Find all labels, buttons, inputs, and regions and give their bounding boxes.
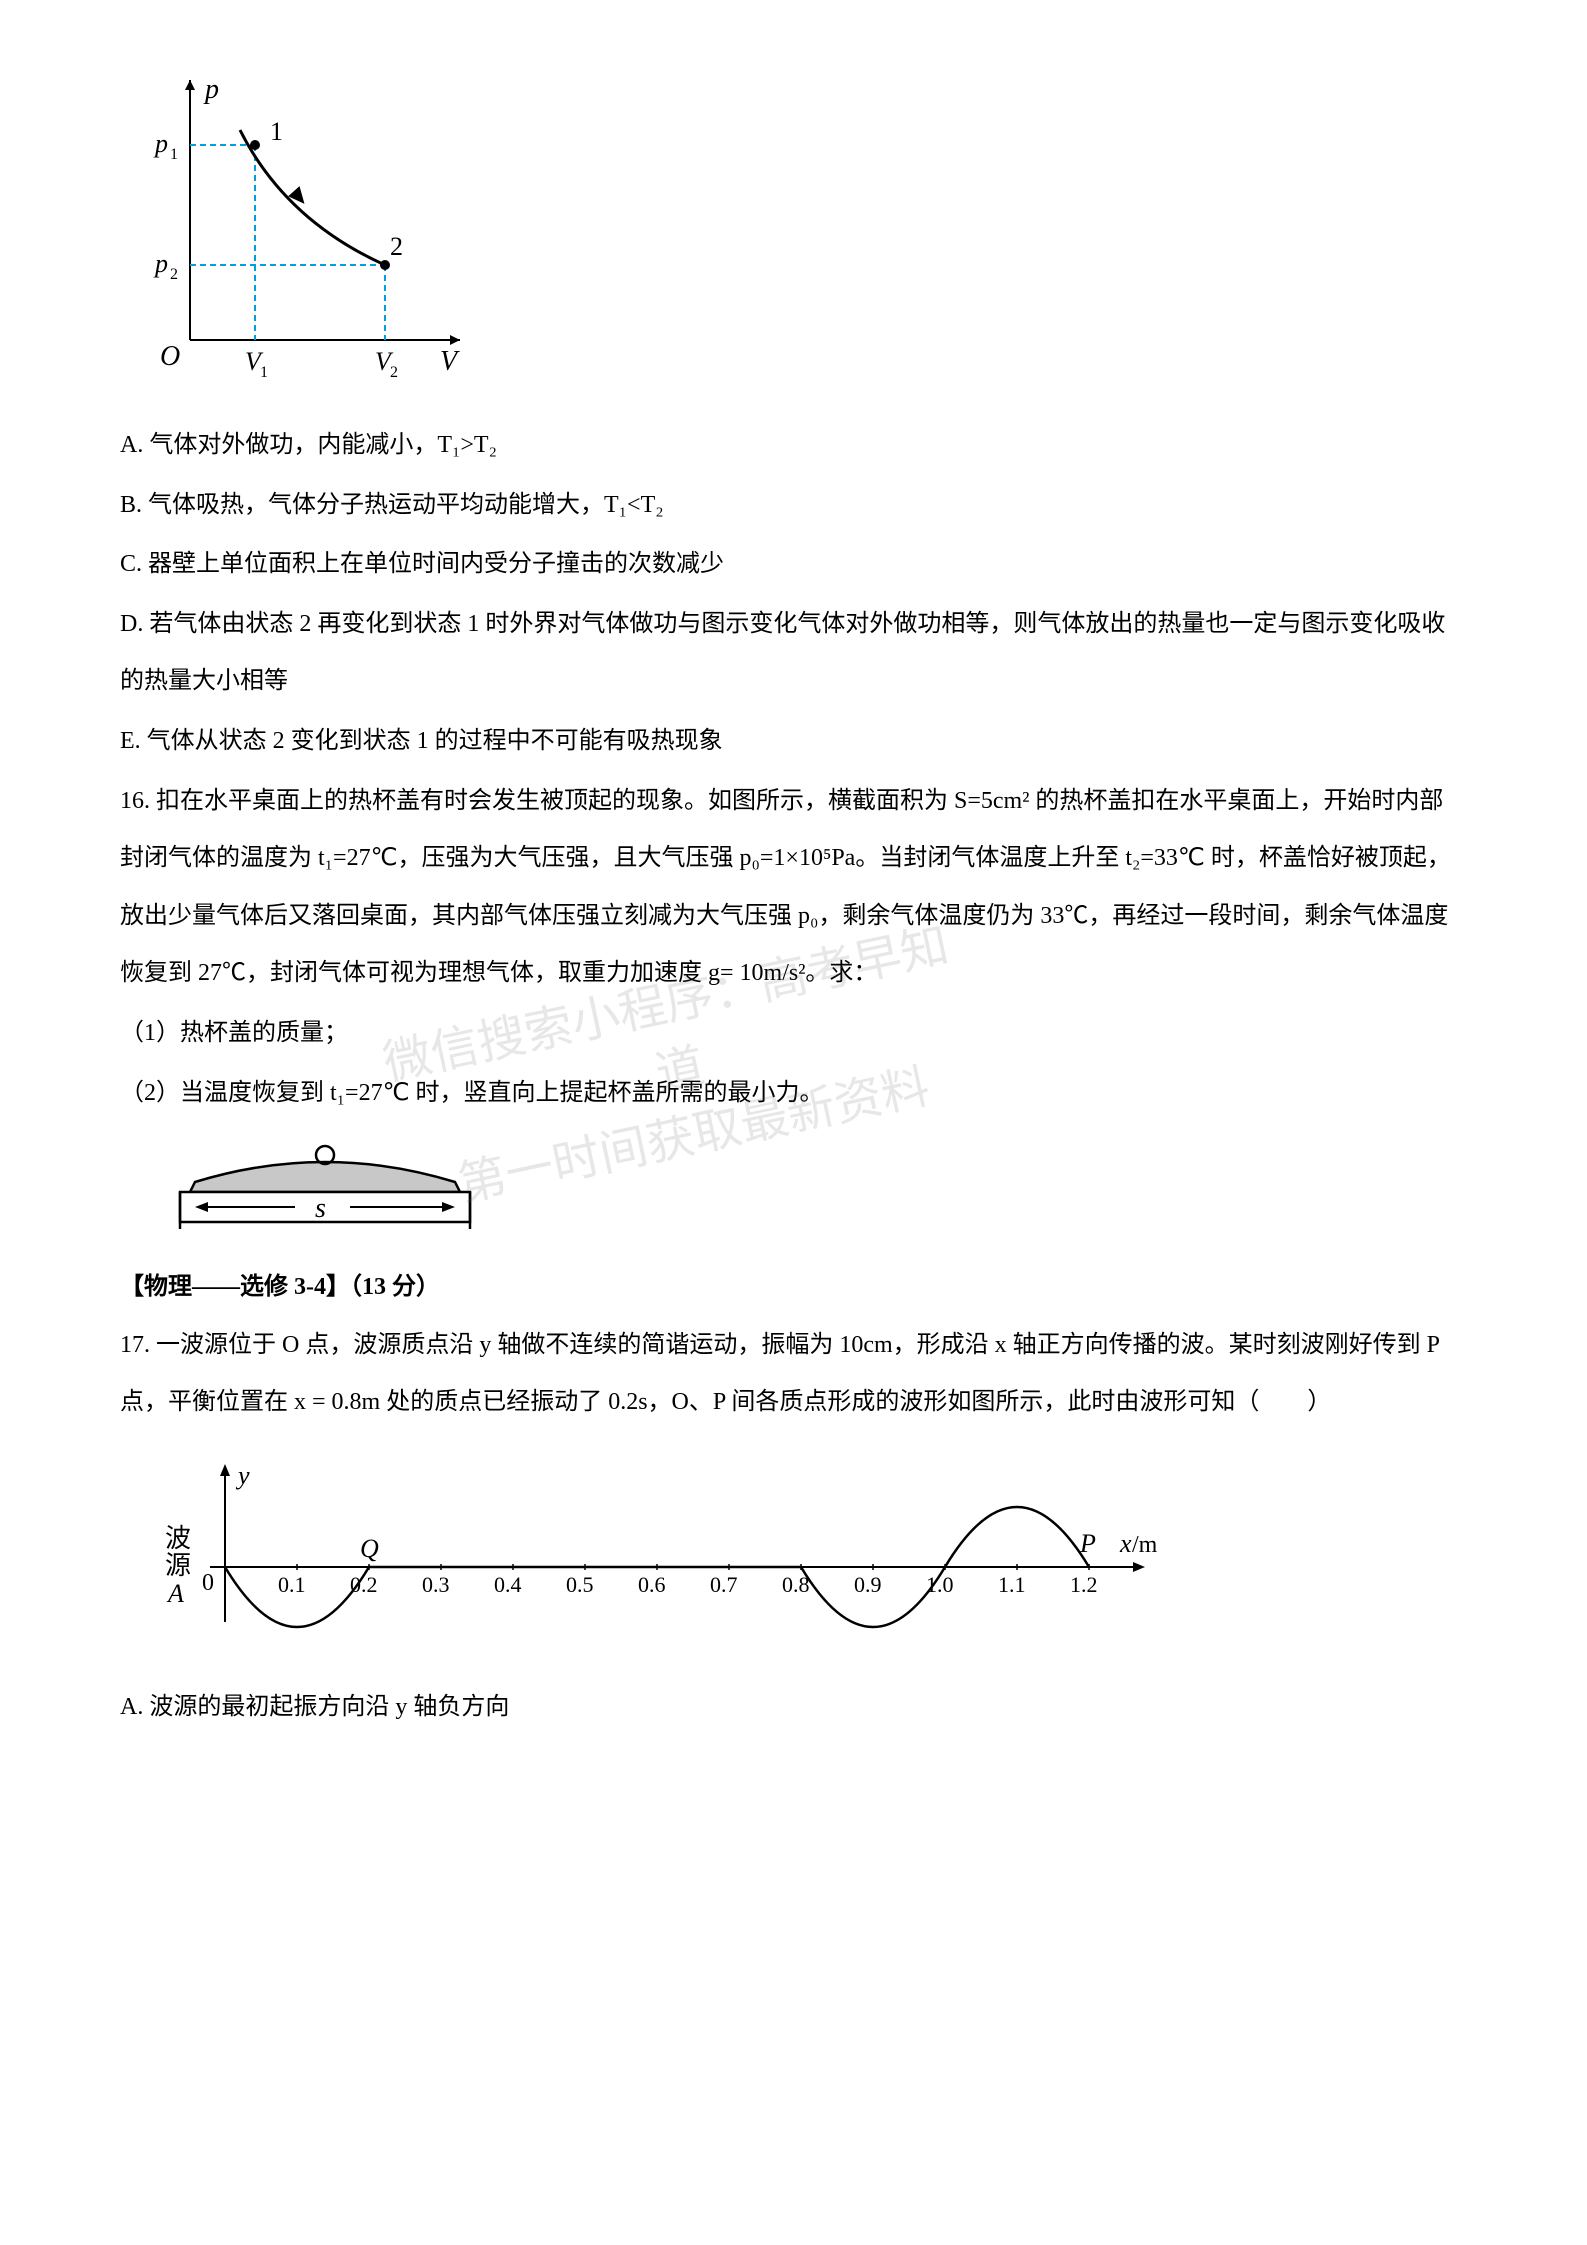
q17-option-a-text: 波源的最初起振方向沿 y 轴负方向 — [149, 1694, 509, 1720]
svg-text:0.4: 0.4 — [494, 1572, 522, 1597]
option-e-text: 气体从状态 2 变化到状态 1 的过程中不可能有吸热现象 — [147, 728, 723, 754]
q16-part1: （1）热杯盖的质量； — [120, 1005, 1467, 1063]
svg-text:1: 1 — [270, 117, 283, 146]
svg-text:s: s — [315, 1193, 326, 1224]
q16-part2: （2）当温度恢复到 t₁=27℃ 时，竖直向上提起杯盖所需的最小力。 — [120, 1065, 1467, 1123]
svg-text:0.1: 0.1 — [278, 1572, 306, 1597]
option-c-text: 器壁上单位面积上在单位时间内受分子撞击的次数减少 — [148, 551, 724, 577]
option-d-text: 若气体由状态 2 再变化到状态 1 时外界对气体做功与图示变化气体对外做功相等，… — [120, 611, 1445, 695]
svg-text:2: 2 — [390, 364, 398, 380]
q16-stem: 16. 扣在水平桌面上的热杯盖有时会发生被顶起的现象。如图所示，横截面积为 S=… — [120, 773, 1467, 1003]
option-a-text: 气体对外做功，内能减小，T₁>T₂ — [149, 432, 497, 458]
svg-text:2: 2 — [390, 232, 403, 261]
cup-figure: s — [150, 1137, 1467, 1244]
svg-text:x: x — [1119, 1529, 1132, 1558]
svg-text:O: O — [160, 341, 180, 372]
svg-text:1: 1 — [170, 146, 178, 163]
svg-text:A: A — [166, 1579, 184, 1608]
q17-option-a: A. 波源的最初起振方向沿 y 轴负方向 — [120, 1679, 1467, 1737]
svg-text:源: 源 — [165, 1551, 191, 1580]
svg-text:y: y — [235, 1461, 250, 1490]
svg-text:1.2: 1.2 — [1070, 1572, 1098, 1597]
option-d: D. 若气体由状态 2 再变化到状态 1 时外界对气体做功与图示变化气体对外做功… — [120, 596, 1467, 711]
option-b: B. 气体吸热，气体分子热运动平均动能增大，T₁<T₂ — [120, 477, 1467, 535]
svg-text:0.3: 0.3 — [422, 1572, 450, 1597]
svg-text:0.9: 0.9 — [854, 1572, 882, 1597]
svg-text:Q: Q — [360, 1534, 379, 1563]
svg-text:1.1: 1.1 — [998, 1572, 1026, 1597]
svg-text:波: 波 — [165, 1524, 191, 1553]
q17-stem: 17. 一波源位于 O 点，波源质点沿 y 轴做不连续的简谐运动，振幅为 10c… — [120, 1317, 1467, 1432]
svg-text:p: p — [203, 74, 219, 105]
svg-text:/m: /m — [1132, 1532, 1158, 1558]
option-c: C. 器壁上单位面积上在单位时间内受分子撞击的次数减少 — [120, 536, 1467, 594]
option-b-text: 气体吸热，气体分子热运动平均动能增大，T₁<T₂ — [148, 492, 664, 518]
svg-text:P: P — [1079, 1529, 1096, 1558]
svg-text:0.7: 0.7 — [710, 1572, 738, 1597]
option-a: A. 气体对外做功，内能减小，T₁>T₂ — [120, 417, 1467, 475]
svg-text:1: 1 — [260, 364, 268, 380]
svg-text:p: p — [153, 249, 168, 278]
section-header: 【物理——选修 3-4】（13 分） — [120, 1259, 1467, 1317]
pv-chart: 1 2 p 1 p 2 p O V 1 V 2 V — [140, 60, 1467, 387]
svg-text:2: 2 — [170, 266, 178, 283]
svg-text:0.6: 0.6 — [638, 1572, 666, 1597]
svg-text:V: V — [440, 346, 460, 377]
wave-chart: y x /m 波 源 A 0 0.1 0.2 0.3 0.4 0.5 0.6 0… — [150, 1452, 1467, 1659]
svg-text:0: 0 — [202, 1570, 214, 1596]
svg-text:p: p — [153, 129, 168, 158]
svg-text:0.5: 0.5 — [566, 1572, 594, 1597]
option-e: E. 气体从状态 2 变化到状态 1 的过程中不可能有吸热现象 — [120, 713, 1467, 771]
